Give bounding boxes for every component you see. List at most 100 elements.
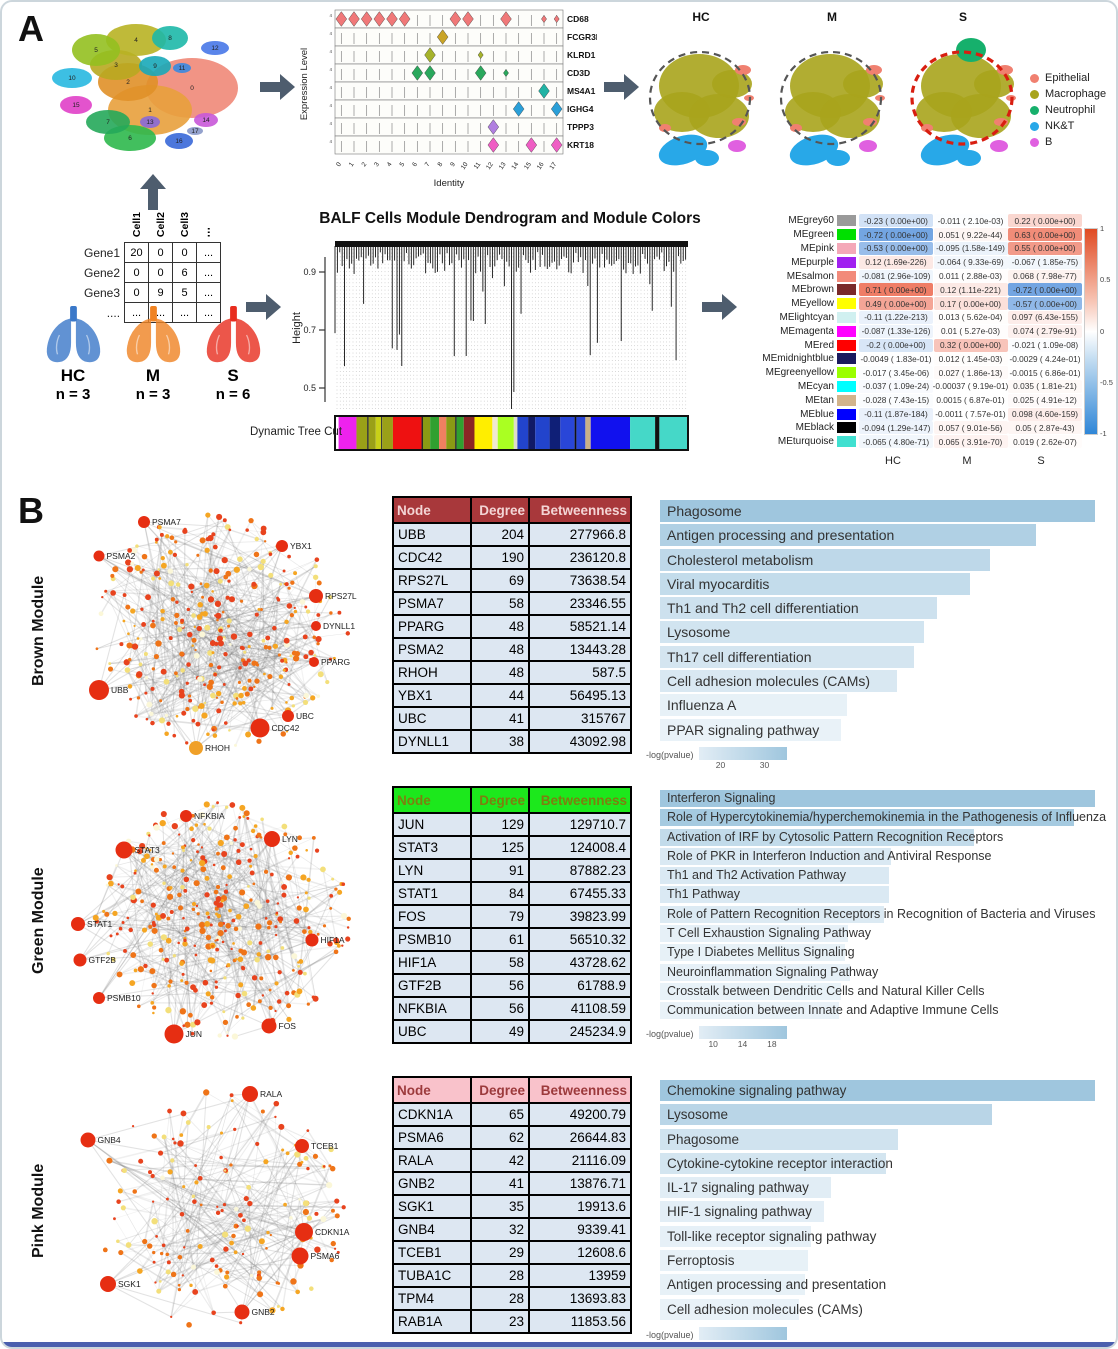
degree-cell: 38 [470, 729, 530, 754]
matrix-col-header: Cell2 [154, 211, 167, 237]
module-color-chip [837, 367, 856, 379]
pathway-row: Ferroptosis [660, 1249, 1100, 1273]
hub-node-label: STAT3 [135, 845, 160, 855]
degree-cell: 125 [470, 835, 530, 860]
network-plot: UBB PSMA7 PSMA2 YBX1 RPS27L DYNLL1 PPARG UBC CDC… [89, 512, 357, 755]
betweenness-cell: 9339.41 [528, 1217, 632, 1242]
heatmap-cell: -0.11 (1.87e-184) [859, 407, 933, 421]
pathway-bar [660, 1128, 898, 1150]
matrix-cell: 0 [172, 242, 198, 263]
svg-text:4: 4 [329, 31, 332, 36]
pathway-row: Toll-like receptor signaling pathway [660, 1225, 1100, 1249]
module-color-chip [837, 298, 856, 310]
heatmap-cell: -0.065 ( 4.80e-71) [859, 435, 933, 449]
degree-cell: 58 [470, 950, 530, 975]
hub-node-label: PSMA2 [107, 551, 136, 561]
hub-node-CDC42 [250, 718, 270, 738]
violin-xtick: 13 [498, 161, 508, 171]
violin-plot: Expression Level 4 CD68 4 FCGR3B 4 KLRD1 4 CD3D 4… [299, 9, 597, 189]
legend-label: Macrophage [1045, 88, 1107, 100]
violin-gene-label: CD3D [567, 68, 590, 78]
pathway-label: Antigen processing and presentation [667, 527, 895, 544]
svg-text:4: 4 [329, 67, 332, 72]
matrix-row-label: .... [106, 305, 121, 320]
heatmap-row-label: MEsalmon [786, 270, 834, 282]
pathway-label: Viral myocarditis [667, 575, 770, 592]
heatmap-column-labels: HC M S [856, 455, 1083, 467]
table-header: Degree [470, 496, 530, 524]
pathway-row: Interferon Signaling [660, 789, 1100, 808]
tree-cut-segment [655, 416, 660, 450]
heatmap-row-label: MElightcyan [779, 311, 834, 323]
pathway-label: Phagosome [667, 1131, 740, 1147]
node-cell: RAB1A [392, 1309, 472, 1334]
violin-xtick: 9 [449, 161, 457, 168]
hub-node-label: RPS27L [325, 591, 357, 601]
betweenness-cell: 41108.59 [528, 996, 632, 1021]
pathway-row: T Cell Exhaustion Signaling Pathway [660, 924, 1100, 943]
lung-icon [206, 306, 261, 363]
tsne-cluster-9 [139, 56, 171, 76]
hub-gene-table: Node Degree Betweenness UBB 204 277966.8 CDC42… [392, 496, 632, 754]
tsne-cluster-7 [86, 110, 130, 134]
sample-n-label: n = 3 [135, 386, 171, 403]
violin-shape [553, 15, 560, 23]
tree-cut-segment [549, 416, 561, 450]
betweenness-cell: 49200.79 [528, 1102, 632, 1127]
pathway-label: Neuroinflammation Signaling Pathway [667, 964, 879, 979]
tree-cut-segment [338, 416, 357, 450]
heatmap-cell: -0.2 ( 0.00e+00) [859, 338, 933, 352]
tsne-cluster-10 [52, 68, 92, 88]
pathway-label: Toll-like receptor signaling pathway [667, 1228, 877, 1244]
table-header: Degree [470, 786, 530, 814]
hub-node-label: GNB2 [252, 1307, 275, 1317]
violin-shape [487, 137, 499, 153]
heatmap-cell: 0.068 ( 7.98e-77) [1008, 269, 1082, 283]
pathway-label: Phagosome [667, 503, 742, 519]
node-cell: RHOH [392, 660, 472, 685]
pathway-bar [660, 809, 1074, 827]
violin-gene-label: FCGR3B [567, 32, 597, 42]
legend-dot [1030, 89, 1039, 99]
hub-node-GTF2B [73, 953, 87, 967]
hub-gene-table: Node Degree Betweenness CDKN1A 65 49200.79 PSM… [392, 1076, 632, 1334]
node-cell: FOS [392, 904, 472, 929]
hub-node-label: NFKBIA [194, 811, 225, 821]
violin-shape [462, 11, 474, 27]
table-header: Betweenness [528, 786, 632, 814]
degree-cell: 58 [470, 591, 530, 616]
tsne-plot-title: S [959, 10, 967, 24]
pathway-label: Ferroptosis [667, 1253, 735, 1269]
svg-text:4: 4 [329, 13, 332, 18]
pathway-bar [660, 828, 974, 846]
degree-cell: 35 [470, 1194, 530, 1219]
tree-cut-segment [528, 416, 536, 450]
tsne-cluster-number: 13 [146, 119, 154, 126]
node-cell: YBX1 [392, 683, 472, 708]
degree-cell: 204 [470, 522, 530, 547]
node-cell: GTF2B [392, 973, 472, 998]
heatmap-cell: 0.12 (1.11e-221) [933, 283, 1008, 297]
module-label: Pink Module [30, 1163, 47, 1259]
degree-cell: 129 [470, 812, 530, 837]
panel-b-label: B [18, 490, 44, 531]
legend-tick: 14 [737, 1038, 748, 1049]
table-row: PSMA2 48 13443.28 [392, 637, 632, 662]
pathway-bar [660, 1298, 799, 1320]
hub-node-LYN [264, 831, 280, 847]
sample-n-label: n = 6 [215, 386, 251, 403]
violin-gene-label: IGHG4 [567, 104, 594, 114]
matrix-table: Cell1 Cell2 Cell3 ⋯ Gene1 20 0 0... Gene2 0 0 6... G… [84, 202, 222, 323]
pathway-label: HIF-1 signaling pathway [667, 1204, 812, 1220]
legend-item: Epithelial [1030, 72, 1106, 84]
pathway-label: Influenza A [667, 697, 737, 714]
matrix-cell: 0 [124, 282, 150, 303]
pathway-bar [660, 867, 889, 885]
node-cell: RPS27L [392, 568, 472, 593]
hub-node-label: FOS [279, 1021, 297, 1031]
table-row: UBC 41 315767 [392, 706, 632, 731]
tree-cut-segment [422, 416, 431, 450]
violin-shape [411, 65, 423, 81]
matrix-col-header: Cell1 [130, 211, 143, 237]
